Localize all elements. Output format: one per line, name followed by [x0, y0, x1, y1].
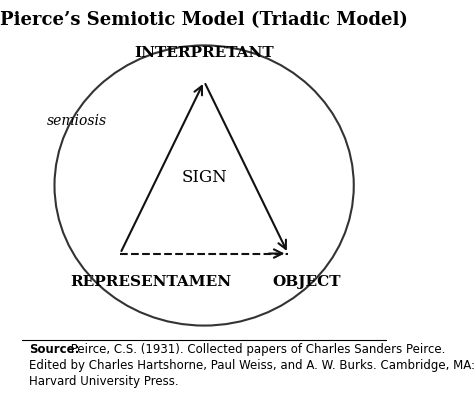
Text: semiosis: semiosis: [47, 114, 107, 129]
Text: REPRESENTAMEN: REPRESENTAMEN: [71, 274, 232, 289]
Text: INTERPRETANT: INTERPRETANT: [134, 46, 274, 60]
Text: Peirce, C.S. (1931). Collected papers of Charles Sanders Peirce.: Peirce, C.S. (1931). Collected papers of…: [67, 343, 446, 355]
Text: SIGN: SIGN: [181, 169, 227, 186]
Text: Edited by Charles Hartshorne, Paul Weiss, and A. W. Burks. Cambridge, MA:: Edited by Charles Hartshorne, Paul Weiss…: [29, 359, 474, 372]
Text: Harvard University Press.: Harvard University Press.: [29, 375, 179, 388]
Text: Pierce’s Semiotic Model (Triadic Model): Pierce’s Semiotic Model (Triadic Model): [0, 11, 408, 29]
Text: OBJECT: OBJECT: [272, 274, 341, 289]
Text: Source:: Source:: [29, 343, 80, 355]
